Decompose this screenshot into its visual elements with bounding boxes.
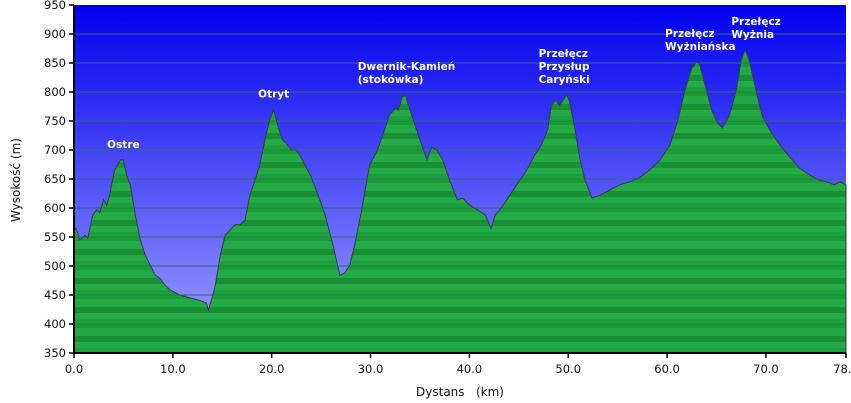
y-tick-label: 700 [44,143,66,157]
x-tick-label: 0.0 [65,362,83,376]
y-tick-label: 500 [44,259,66,273]
x-tick-label: 78.1 [833,362,851,376]
peak-label-line: Wyżniańska [665,41,736,53]
y-tick-label: 800 [44,85,66,99]
y-tick-label: 400 [44,317,66,331]
y-tick-label: 900 [44,27,66,41]
x-axis-label: Dystans (km) [416,385,504,399]
peak-label-line: Ostre [107,139,140,151]
peak-label-line: Dwernik-Kamień [358,61,456,73]
y-axis-label: Wysokość (m) [9,138,23,222]
y-tick-label: 600 [44,201,66,215]
peak-label: Ostre [107,139,140,151]
peak-label: Otryt [258,88,289,100]
x-tick-label: 50.0 [555,362,581,376]
y-tick-label: 850 [44,56,66,70]
peak-label-line: Przełęcz [731,16,780,28]
peak-label-line: (stokówka) [358,74,424,86]
y-tick-label: 450 [44,288,66,302]
x-tick-label: 30.0 [358,362,384,376]
y-tick-label: 950 [44,0,66,12]
elevation-area [73,48,847,354]
x-tick-label: 70.0 [753,362,779,376]
peak-label-line: Przysłup [539,61,590,73]
y-tick-label: 750 [44,114,66,128]
peak-label-line: Przełęcz [539,48,588,60]
x-tick-label: 20.0 [259,362,285,376]
y-tick-label: 550 [44,230,66,244]
x-tick-label: 60.0 [654,362,680,376]
peak-label-line: Przełęcz [665,28,714,40]
peak-label-line: Otryt [258,88,289,100]
peak-label: Dwernik-Kamień(stokówka) [358,61,456,86]
peak-label-line: Caryński [539,74,590,86]
x-tick-label: 10.0 [160,362,186,376]
y-tick-label: 350 [44,346,66,360]
y-tick-label: 650 [44,172,66,186]
x-tick-label: 40.0 [457,362,483,376]
peak-label-line: Wyżnia [731,29,774,41]
